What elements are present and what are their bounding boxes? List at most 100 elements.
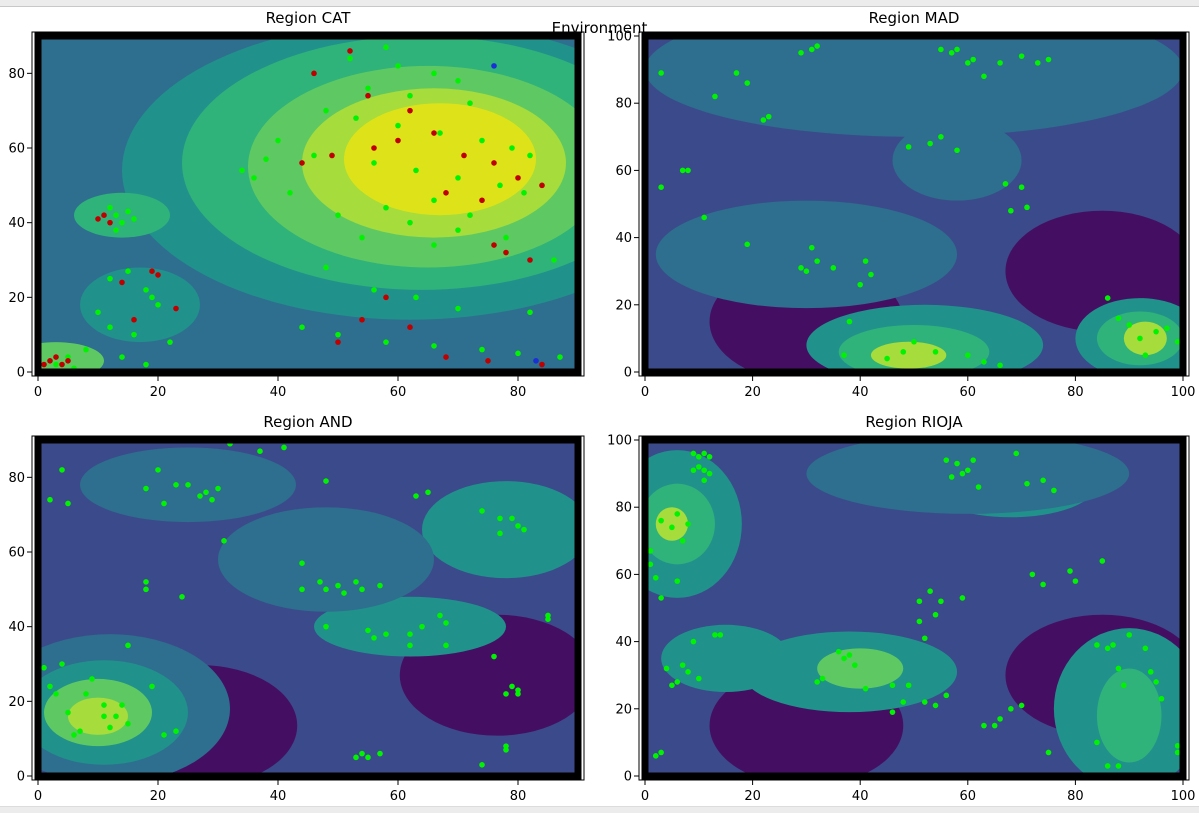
scatter-point-green [938,46,944,53]
y-tick-label: 60 [8,546,25,561]
scatter-point-green [884,355,890,362]
scatter-point-green [131,216,137,222]
subplot-3: Region AND 0 20 40 60 80 0 20 40 60 80 [8,413,585,804]
scatter-point-green [167,339,173,345]
scatter-point-green [1013,450,1020,457]
scatter-point-green [932,349,939,355]
y-tick-label: 0 [17,770,25,785]
scatter-point-green [371,287,377,293]
scatter-point-green [706,454,713,460]
scatter-point-green [1018,702,1025,709]
scatter-point-green [215,485,221,492]
scatter-point-green [65,709,71,716]
scatter-point-blue [491,63,497,69]
scatter-point-red [395,137,401,144]
scatter-point-green [1174,338,1181,345]
x-tick-label: 40 [852,789,869,804]
scatter-point-green [862,258,869,264]
scatter-point-green [943,692,950,699]
scatter-point-green [1002,181,1009,187]
scatter-point-green [652,574,659,581]
scatter-point-green [959,595,966,601]
y-tick-label: 80 [615,97,632,112]
scatter-point-green [669,682,675,689]
scatter-point-green [1045,56,1052,63]
scatter-point-green [1137,335,1143,342]
scatter-point-green [323,107,329,114]
scatter-point-green [981,359,987,365]
scatter-point-green [1024,204,1030,211]
scatter-point-green [674,578,681,584]
scatter-point-green [317,579,323,585]
scatter-point-green [359,750,365,757]
subplot-title: Region AND [263,413,352,431]
scatter-point-green [685,521,691,527]
scatter-point-green [521,526,527,533]
scatter-point-green [155,467,161,473]
scatter-point-green [173,728,179,734]
contour-level-blob [68,697,128,735]
scatter-point-green [491,653,497,660]
scatter-point-green [377,582,383,589]
scatter-point-green [323,586,329,593]
y-tick-label: 80 [8,471,25,486]
scatter-point-green [1174,749,1181,756]
scatter-point-green [1029,571,1036,578]
scatter-point-green [948,50,955,56]
scatter-point-green [41,664,47,671]
scatter-point-green [341,590,347,596]
scatter-point-green [712,93,718,100]
scatter-point-green [497,515,503,522]
scatter-point-green [47,683,53,690]
scatter-point-red [485,358,491,364]
scatter-point-green [679,662,686,668]
scatter-point-green [59,661,65,667]
y-tick-label: 0 [624,366,632,381]
x-tick-label: 20 [150,385,167,400]
scatter-point-green [125,268,131,275]
scatter-point-green [365,754,371,761]
axes-border [31,31,585,377]
scatter-point-green [938,598,944,605]
scatter-point-red [149,268,155,275]
y-tick-label: 80 [8,67,25,82]
scatter-point-green [798,50,804,56]
scatter-point-green [371,160,377,166]
scatter-point-red [335,339,341,345]
scatter-point-green [251,175,257,181]
scatter-point-green [131,331,137,338]
scatter-point-green [275,137,281,144]
scatter-point-green [119,702,125,708]
scatter-point-green [503,747,509,753]
scatter-point-green [359,234,365,241]
scatter-point-green [889,682,896,689]
scatter-point-green [658,595,664,601]
scatter-point-green [143,485,149,492]
scatter-point-red [131,316,137,323]
scatter-point-green [1126,632,1132,638]
scatter-point-green [916,618,923,625]
scatter-point-green [685,167,691,174]
scatter-point-red [119,279,125,286]
plot-frame [641,32,1187,376]
y-tick-label: 20 [8,695,25,710]
scatter-point-green [932,702,939,709]
scatter-point-green [846,652,853,658]
scatter-point-green [701,450,707,457]
subplot-2: Region MAD 0 20 40 60 80 100 0 20 40 60 80 100 [607,9,1195,400]
scatter-point-green [981,73,987,80]
scatter-point-green [527,309,533,316]
scatter-point-green [981,722,987,729]
scatter-point-green [841,655,847,662]
scatter-point-green [299,560,305,566]
scatter-point-green [846,318,853,325]
scatter-point-green [1051,487,1057,494]
scatter-point-green [905,144,912,150]
y-tick-label: 40 [615,231,632,246]
scatter-point-green [413,167,419,174]
scatter-point-green [841,352,847,359]
scatter-point-green [431,343,437,349]
x-tick-label: 80 [1067,385,1084,400]
scatter-point-green [521,190,527,196]
